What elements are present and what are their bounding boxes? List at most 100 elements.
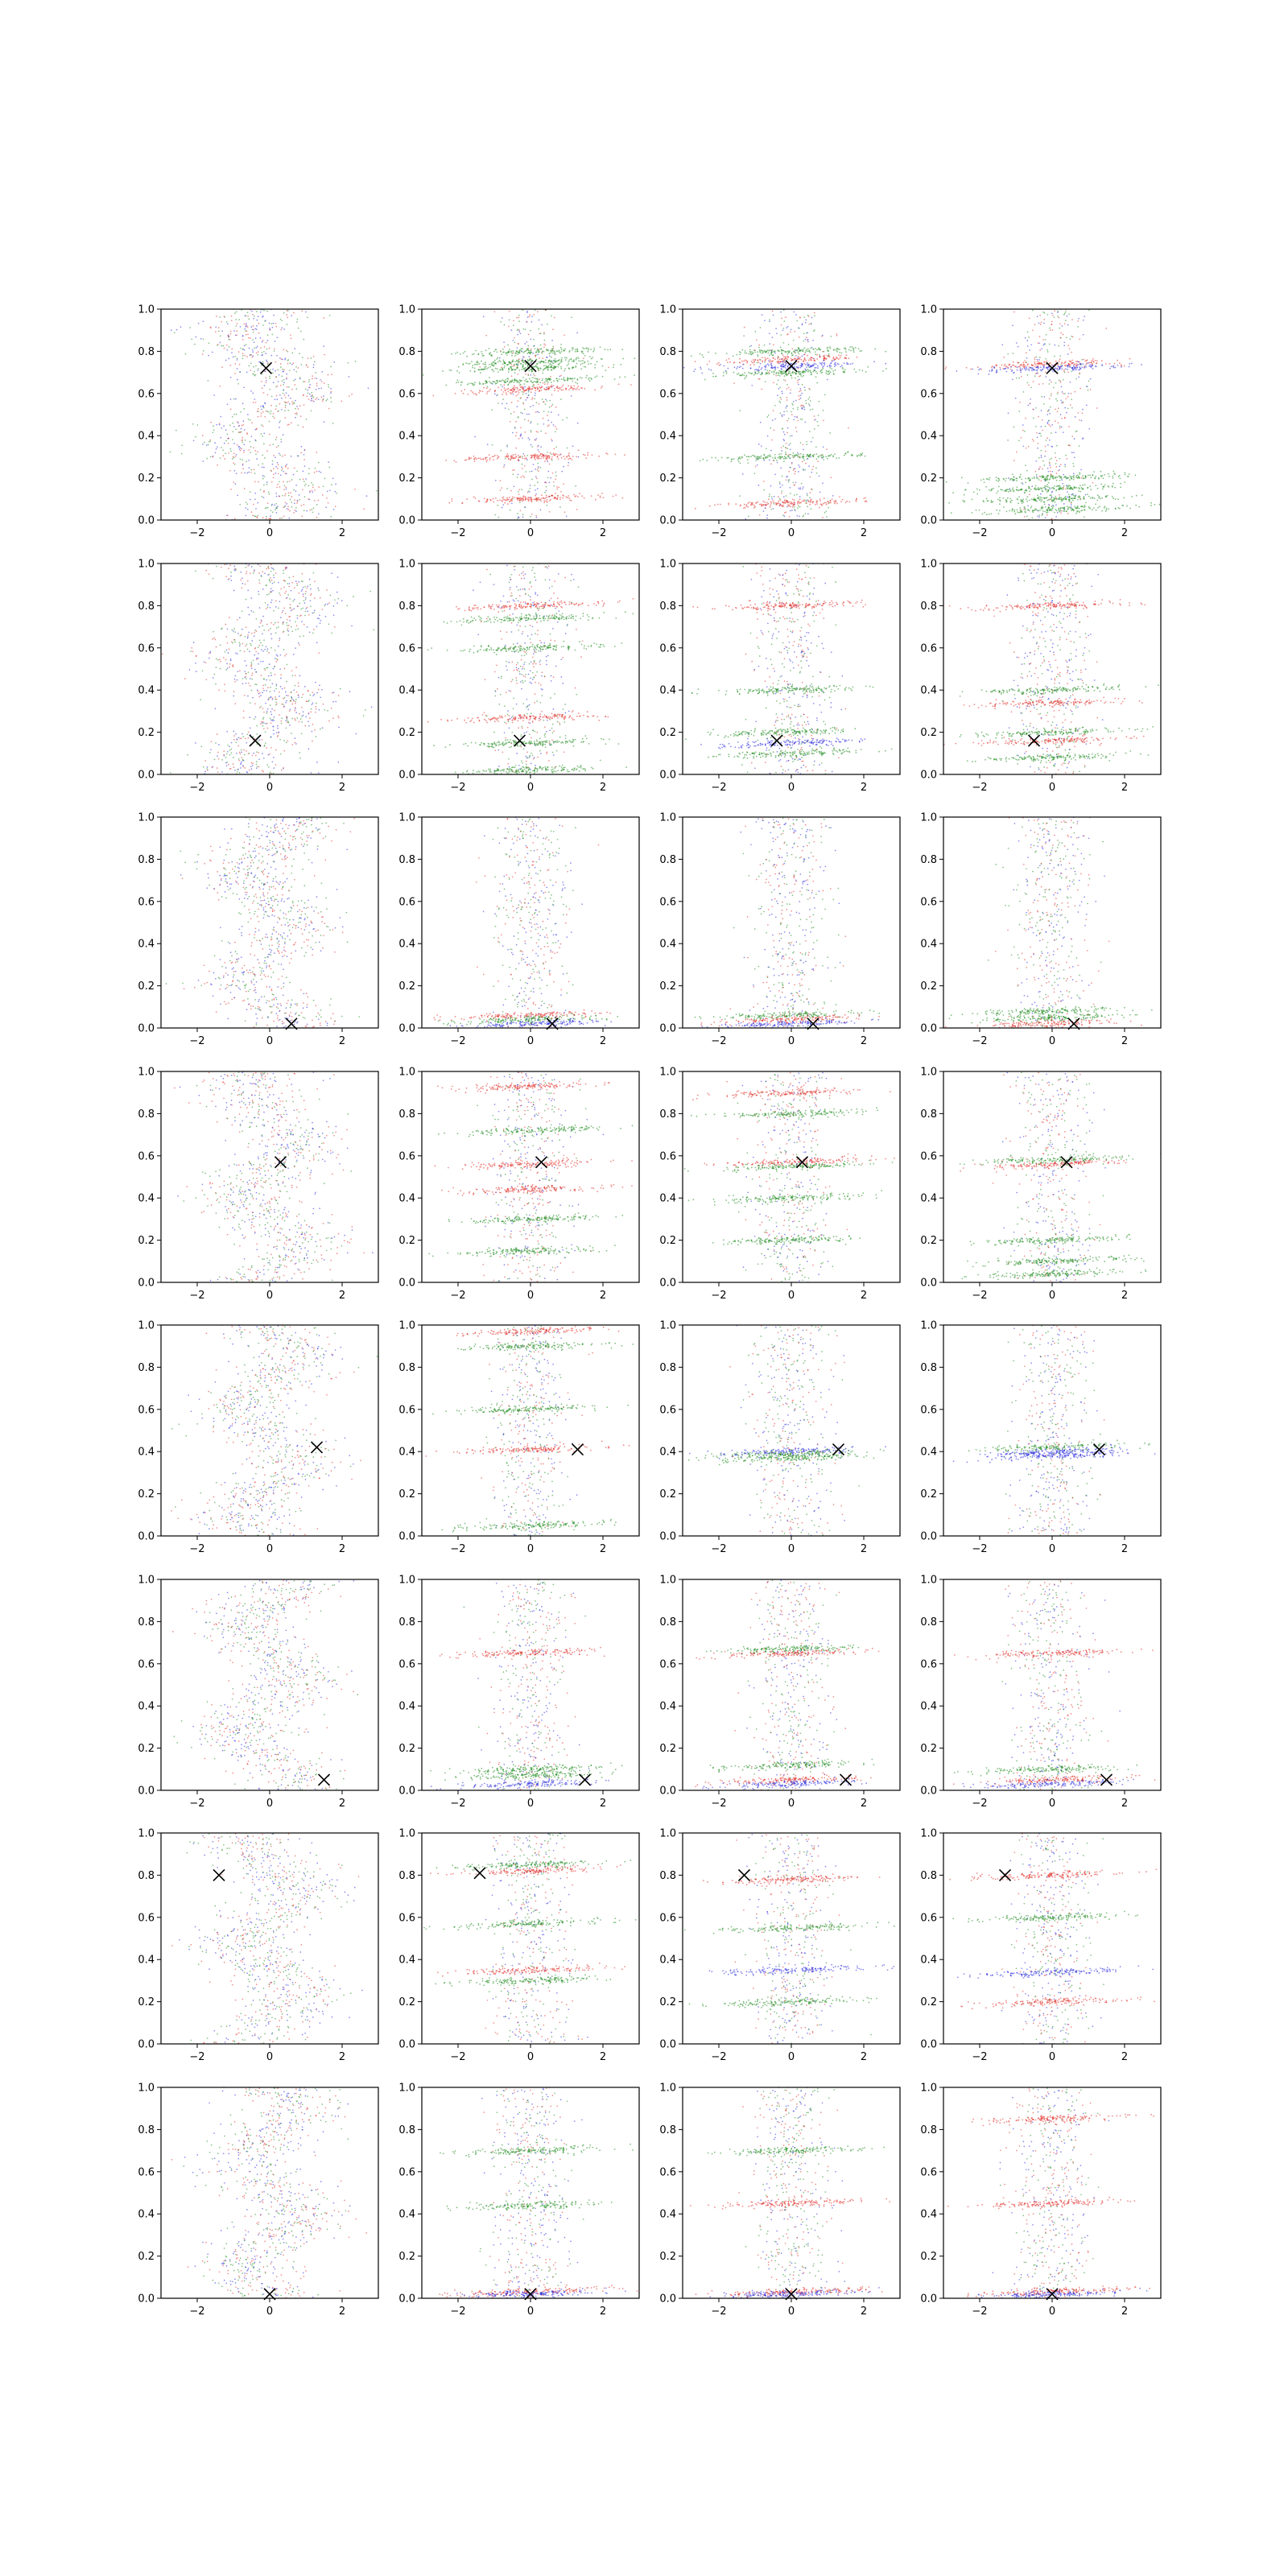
data-point xyxy=(1073,452,1075,454)
data-point xyxy=(842,368,844,370)
data-point xyxy=(779,483,781,485)
data-point xyxy=(967,482,969,484)
data-point xyxy=(518,456,520,459)
data-point xyxy=(310,410,312,412)
data-point xyxy=(1059,366,1061,368)
data-point xyxy=(539,332,541,335)
data-point xyxy=(318,486,320,488)
data-point xyxy=(772,357,774,359)
data-point xyxy=(475,349,477,352)
data-point xyxy=(567,464,569,467)
data-point xyxy=(229,376,232,378)
data-point xyxy=(562,384,564,386)
data-point xyxy=(1018,411,1021,412)
data-point xyxy=(500,320,502,323)
data-point xyxy=(551,440,553,442)
data-point xyxy=(530,429,532,431)
data-point xyxy=(479,366,481,368)
data-point xyxy=(526,341,528,343)
data-point xyxy=(332,508,335,510)
data-point xyxy=(1057,469,1059,472)
data-point xyxy=(1034,485,1037,487)
data-point xyxy=(287,481,288,483)
data-point xyxy=(794,468,796,470)
data-point xyxy=(821,361,824,364)
data-point xyxy=(314,500,316,502)
data-point xyxy=(522,495,525,497)
data-point xyxy=(517,416,519,419)
data-point xyxy=(224,458,226,460)
data-point xyxy=(481,360,482,362)
data-point xyxy=(530,498,533,501)
data-point xyxy=(261,496,263,497)
data-point xyxy=(517,499,518,501)
data-point xyxy=(287,401,289,403)
data-point xyxy=(1117,364,1119,366)
data-point xyxy=(535,489,536,491)
data-point xyxy=(786,388,788,390)
data-point xyxy=(485,382,488,384)
data-point xyxy=(500,449,502,452)
data-point xyxy=(1100,360,1103,362)
data-point xyxy=(515,435,517,437)
data-point xyxy=(1040,426,1042,427)
data-point xyxy=(315,388,317,390)
data-point xyxy=(782,439,785,440)
data-point xyxy=(522,377,524,378)
data-point xyxy=(780,324,782,326)
data-point xyxy=(797,368,799,369)
data-point xyxy=(295,365,297,368)
data-point xyxy=(520,433,522,436)
data-point xyxy=(799,366,802,369)
data-point xyxy=(485,363,487,365)
data-point xyxy=(997,490,999,492)
data-point xyxy=(786,448,789,450)
data-point xyxy=(242,402,244,405)
data-point xyxy=(258,411,259,412)
data-point xyxy=(764,381,766,382)
data-point xyxy=(568,363,570,365)
data-point xyxy=(605,369,607,371)
data-point xyxy=(783,356,785,358)
data-point xyxy=(564,511,566,514)
data-point xyxy=(301,357,303,359)
data-point xyxy=(496,379,497,382)
data-point xyxy=(530,420,532,423)
data-point xyxy=(242,439,243,441)
data-point xyxy=(751,373,753,374)
data-point xyxy=(553,485,555,487)
data-point xyxy=(989,369,991,372)
data-point xyxy=(1055,495,1057,497)
data-point xyxy=(558,351,560,353)
data-point xyxy=(766,351,768,353)
data-point xyxy=(799,378,800,381)
data-point xyxy=(796,515,799,517)
data-point xyxy=(284,407,287,409)
data-point xyxy=(1022,365,1024,367)
data-point xyxy=(1057,316,1059,317)
data-point xyxy=(244,440,246,441)
data-point xyxy=(191,338,193,341)
data-point xyxy=(201,435,204,436)
data-point xyxy=(516,347,518,349)
data-point xyxy=(311,481,312,484)
data-point xyxy=(859,350,861,353)
data-point xyxy=(486,499,489,502)
data-point xyxy=(1050,466,1051,469)
data-point xyxy=(765,507,766,510)
data-point xyxy=(367,387,369,390)
data-point xyxy=(1038,456,1040,459)
data-point xyxy=(792,469,795,471)
data-point xyxy=(726,457,728,459)
data-point xyxy=(1058,488,1060,490)
data-point xyxy=(506,497,508,499)
data-point xyxy=(991,370,993,372)
data-point xyxy=(458,372,460,374)
data-point xyxy=(1022,363,1025,365)
data-point xyxy=(791,463,793,464)
data-point xyxy=(843,370,844,373)
data-point xyxy=(1071,367,1074,369)
data-point xyxy=(246,432,248,434)
data-point xyxy=(570,385,572,387)
